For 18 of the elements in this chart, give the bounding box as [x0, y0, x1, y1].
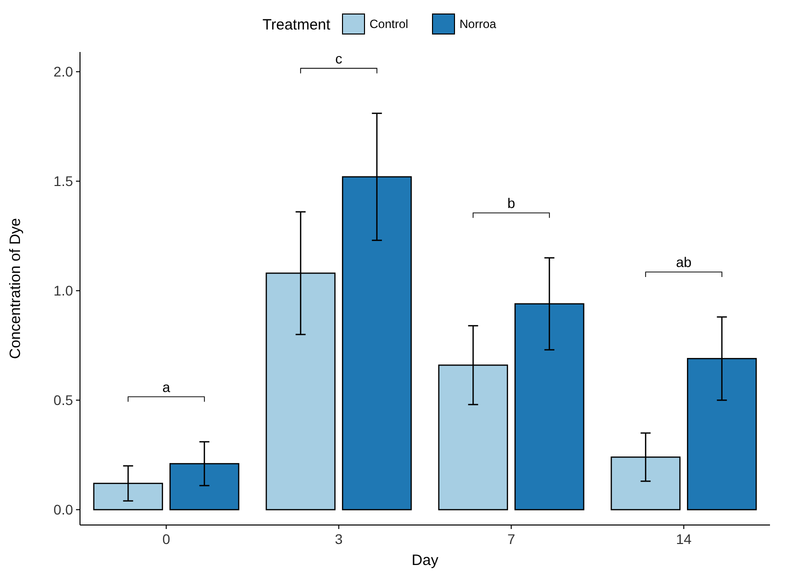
x-tick-label: 7 [507, 531, 516, 547]
legend-label: Control [370, 17, 408, 32]
x-tick-label: 3 [334, 531, 343, 547]
annotation: b [507, 194, 516, 211]
x-tick-label: 14 [676, 531, 692, 547]
annotation: c [335, 50, 342, 66]
annotation: a [162, 378, 170, 395]
y-tick-label: 2.0 [54, 64, 74, 80]
y-tick-label: 0.0 [54, 502, 74, 518]
y-tick-label: 1.0 [54, 282, 74, 299]
x-axis-title: Day [412, 552, 439, 569]
x-tick-label: 0 [162, 531, 170, 547]
legend-title: Treatment [262, 16, 332, 34]
annotation: ab [676, 254, 692, 270]
y-tick-label: 0.5 [54, 392, 74, 408]
y-axis-title: Concentration of Dye [7, 218, 24, 359]
legend-label: Norroa [460, 17, 497, 32]
y-tick-label: 1.5 [54, 173, 74, 190]
